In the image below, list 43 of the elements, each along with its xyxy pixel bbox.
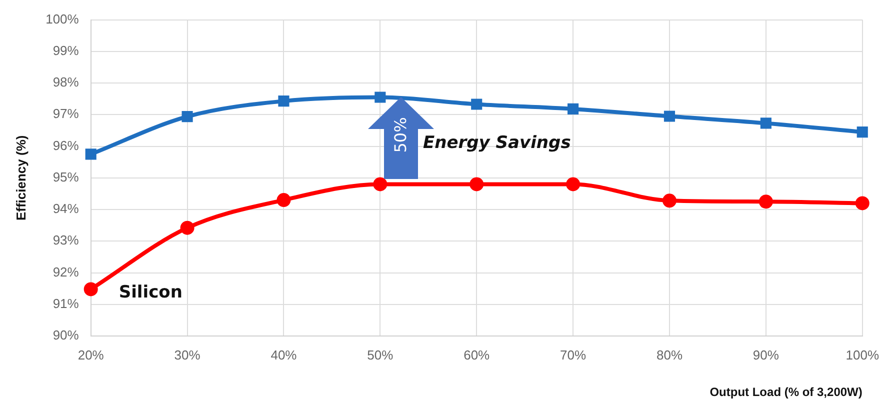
x-tick-label: 70% [560,347,586,362]
x-tick-label: 20% [78,347,104,362]
point [568,103,579,115]
point [470,177,484,192]
point [374,92,386,103]
y-tick-label: 91% [52,296,80,311]
y-tick-label: 98% [52,74,80,90]
point [662,194,676,208]
point [664,110,676,122]
x-tick-label: 30% [174,347,201,362]
point [182,111,193,122]
point [278,96,290,107]
x-tick-label: 80% [656,347,683,362]
point [373,177,388,192]
y-tick-label: 94% [52,201,80,216]
point [180,220,194,235]
y-tick-label: 100% [46,11,80,26]
y-tick-label: 90% [52,328,80,343]
point [758,194,773,209]
y-tick-label: 92% [52,264,80,280]
point [856,126,868,138]
point [84,282,98,296]
annotation: 50% [391,116,411,155]
annotation: Energy Savings [423,133,571,153]
x-tick-label: 90% [752,347,780,362]
y-tick-label: 95% [52,169,80,184]
x-tick-label: 60% [464,347,490,362]
x-tick-label: 50% [367,347,394,362]
y-tick-label: 96% [52,138,80,153]
point [471,98,482,110]
point [855,196,870,210]
x-tick-label: 40% [270,347,298,362]
y-tick-label: 97% [52,106,80,122]
point [276,193,291,208]
y-tick-label: 93% [52,232,80,248]
point [760,118,772,129]
y-tick-label: 99% [52,43,80,58]
point [566,177,580,192]
y-axis-title: Efficiency (%) [13,135,28,221]
x-axis-title: Output Load (% of 3,200W) [710,385,862,400]
x-tick-label: 100% [846,347,880,362]
point [85,148,96,160]
series-label: Silicon [118,282,182,303]
